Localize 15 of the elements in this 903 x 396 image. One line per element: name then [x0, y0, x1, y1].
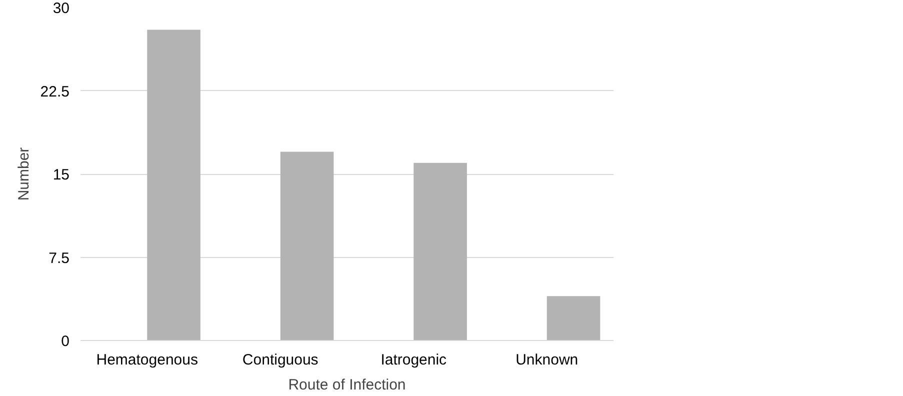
y-axis-title: Number [15, 147, 32, 201]
x-tick-label: Contiguous [242, 352, 318, 368]
bar [280, 152, 334, 340]
y-tick-label: 30 [52, 0, 70, 17]
y-tick-label: 7.5 [48, 250, 70, 267]
y-tick-label: 0 [61, 333, 70, 350]
x-tick-label: Hematogenous [96, 352, 198, 368]
bar [546, 296, 600, 340]
y-tick-label: 15 [52, 166, 70, 184]
y-tick-label: 22.5 [40, 83, 70, 100]
x-axis-title: Route of Infection [288, 376, 406, 394]
x-tick-label: Unknown [516, 352, 578, 368]
bar [414, 162, 467, 340]
bar [147, 30, 200, 340]
x-tick-label: Iatrogenic [380, 352, 448, 368]
